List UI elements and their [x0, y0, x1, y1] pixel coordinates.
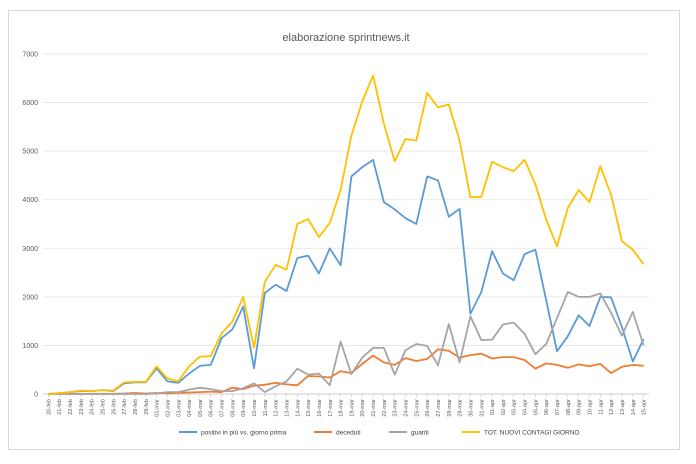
legend: positivi in più vs. giorno prima deceduti… [179, 429, 579, 436]
x-tick-label: 30-mar [468, 399, 474, 417]
x-tick-label: 19-mar [349, 399, 355, 417]
line-chart: elaborazione sprintnews.it 0 1000 2000 3000… [22, 32, 649, 436]
x-tick-label: 18-mar [339, 399, 345, 417]
x-tick-label: 22-mar [382, 399, 388, 417]
x-tick-label: 22-feb [68, 399, 74, 415]
x-tick-label: 21-feb [57, 399, 63, 415]
chart-title: elaborazione sprintnews.it [282, 32, 409, 44]
x-tick-label: 11-apr [598, 399, 604, 415]
chart-frame: elaborazione sprintnews.it 0 1000 2000 3000… [8, 10, 680, 450]
x-tick-label: 09-apr [577, 399, 583, 415]
y-tick-label: 0 [34, 392, 38, 399]
x-tick-label: 13-mar [284, 399, 290, 417]
y-tick-label: 5000 [22, 149, 38, 156]
x-tick-label: 25-feb [101, 399, 107, 415]
x-tick-label: 09-mar [241, 399, 247, 417]
x-tick-label: 26-feb [111, 399, 117, 415]
x-tick-label: 02-apr [501, 399, 507, 415]
y-tick-label: 1000 [22, 343, 38, 350]
x-tick-label: 08-mar [230, 399, 236, 417]
x-tick-label: 20-mar [360, 399, 366, 417]
x-tick-label: 23-mar [393, 399, 399, 417]
y-axis: 0 1000 2000 3000 4000 5000 6000 7000 [22, 52, 38, 399]
y-tick-label: 3000 [22, 246, 38, 253]
x-tick-label: 12-apr [609, 399, 615, 415]
x-tick-label: 15-apr [642, 399, 648, 415]
x-tick-label: 05-apr [533, 399, 539, 415]
x-tick-label: 06-mar [209, 399, 215, 417]
x-tick-label: 07-apr [555, 399, 561, 415]
x-tick-label: 06-apr [544, 399, 550, 415]
x-tick-label: 14-mar [295, 399, 301, 417]
x-tick-label: 15-mar [306, 399, 312, 417]
series-lines [48, 74, 645, 395]
x-tick-label: 27-mar [436, 399, 442, 417]
series-line-3 [48, 291, 645, 395]
x-tick-label: 01-apr [490, 399, 496, 415]
x-tick-label: 27-feb [122, 399, 128, 415]
x-tick-label: 24-mar [404, 399, 410, 417]
gridlines [43, 53, 649, 395]
x-tick-label: 05-mar [198, 399, 204, 417]
x-axis: 20-feb 21-feb 22-feb 23-feb 24-feb 25-feb 26-f… [46, 394, 648, 417]
x-tick-label: 03-apr [512, 399, 518, 415]
legend-label: guariti [411, 429, 429, 436]
x-tick-label: 16-mar [317, 399, 323, 417]
legend-label: TOT. NUOVI CONTAGI GIORNO [484, 429, 579, 436]
x-tick-label: 20-feb [46, 399, 52, 415]
x-tick-label: 28-feb [133, 399, 139, 415]
x-tick-label: 28-mar [447, 399, 453, 417]
x-tick-label: 23-feb [79, 399, 85, 415]
x-tick-label: 25-mar [414, 399, 420, 417]
x-tick-label: 01-mar [155, 399, 161, 417]
x-tick-label: 31-mar [479, 399, 485, 417]
x-tick-label: 10-mar [252, 399, 258, 417]
x-tick-label: 29-feb [144, 399, 150, 415]
x-tick-label: 12-mar [274, 399, 280, 417]
y-tick-label: 2000 [22, 294, 38, 301]
x-tick-label: 11-mar [263, 399, 269, 416]
legend-label: positivi in più vs. giorno prima [201, 429, 287, 436]
x-tick-label: 03-mar [176, 399, 182, 417]
x-tick-label: 04-mar [187, 399, 193, 417]
x-tick-label: 14-apr [631, 399, 637, 415]
x-tick-label: 13-apr [620, 399, 626, 415]
y-tick-label: 7000 [22, 52, 38, 59]
x-tick-label: 10-apr [587, 399, 593, 415]
x-tick-label: 07-mar [220, 399, 226, 417]
y-tick-label: 4000 [22, 197, 38, 204]
x-tick-label: 29-mar [458, 399, 464, 417]
x-tick-label: 08-apr [566, 399, 572, 415]
series-line-4 [48, 74, 645, 395]
x-tick-label: 17-mar [328, 399, 334, 417]
x-tick-label: 24-feb [90, 399, 96, 415]
x-tick-label: 04-apr [523, 399, 529, 415]
legend-label: deceduti [336, 429, 361, 436]
x-tick-label: 26-mar [425, 399, 431, 417]
x-tick-label: 21-mar [371, 399, 377, 417]
x-tick-label: 02-mar [165, 399, 171, 417]
y-tick-label: 6000 [22, 100, 38, 107]
